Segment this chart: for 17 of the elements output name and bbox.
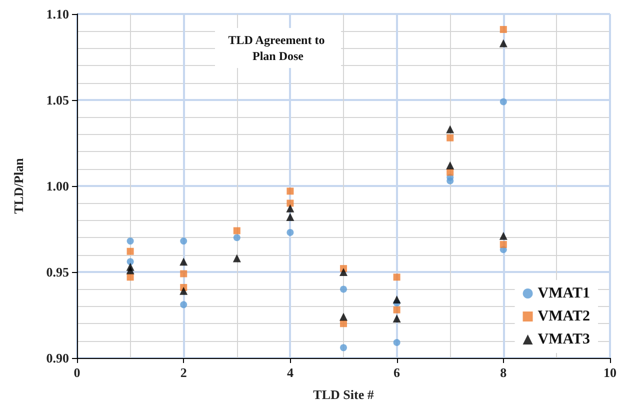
x-tick-label: 4 (286, 365, 294, 380)
y-tick-label: 0.95 (46, 264, 70, 280)
x-tick-label: 6 (394, 365, 401, 380)
x-tick-label: 0 (74, 365, 80, 380)
x-axis-title: TLD Site # (313, 387, 374, 402)
y-tick-label: 1.00 (46, 178, 69, 194)
x-tick-label: 2 (180, 365, 187, 380)
legend-label: VMAT3 (538, 332, 590, 348)
x-tick-label: 8 (500, 365, 508, 380)
y-axis-title: TLD/Plan (11, 157, 26, 214)
y-tick-label: 1.05 (46, 92, 70, 108)
y-tick-label: 0.90 (46, 350, 69, 366)
legend-label: VMAT2 (538, 308, 590, 324)
y-tick-label: 1.10 (46, 6, 69, 22)
x-tick-label: 10 (604, 365, 616, 380)
legend-label: VMAT1 (538, 286, 590, 302)
text: TLD Agreement to Plan Dose (228, 33, 328, 63)
